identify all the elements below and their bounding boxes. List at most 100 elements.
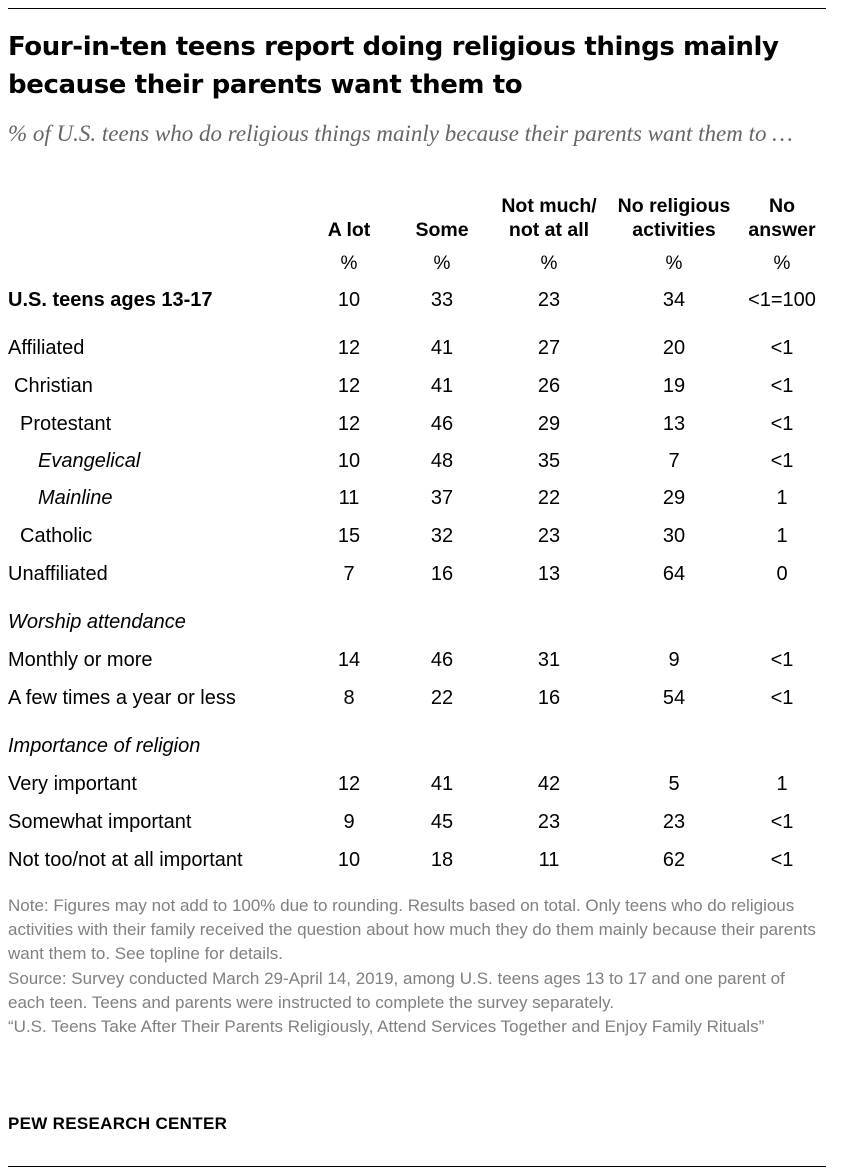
table-cell: 0 bbox=[776, 563, 788, 585]
row-label: Evangelical bbox=[38, 450, 141, 472]
table-cell: 42 bbox=[537, 773, 561, 795]
table-row: Very important 12 41 42 5 1 bbox=[0, 769, 842, 799]
table-row: Catholic 15 32 23 30 1 bbox=[0, 521, 842, 551]
table-cell: 19 bbox=[662, 375, 686, 397]
table-row: A few times a year or less 8 22 16 54 <1 bbox=[0, 683, 842, 713]
table-cell: 29 bbox=[537, 413, 561, 435]
table-cell: <1 bbox=[770, 450, 794, 472]
table-row: Evangelical 10 48 35 7 <1 bbox=[0, 446, 842, 476]
table-cell: 10 bbox=[337, 450, 361, 472]
table-cell: 41 bbox=[430, 337, 454, 359]
table-row: Unaffiliated 7 16 13 64 0 bbox=[0, 559, 842, 589]
table-cell: 20 bbox=[662, 337, 686, 359]
table-cell: 29 bbox=[662, 487, 686, 509]
col-header-line2: answer bbox=[748, 219, 816, 241]
table-cell: 5 bbox=[668, 773, 680, 795]
table-cell: 22 bbox=[430, 687, 454, 709]
table-row: Christian 12 41 26 19 <1 bbox=[0, 371, 842, 401]
table-row: Protestant 12 46 29 13 <1 bbox=[0, 409, 842, 439]
table-cell: 23 bbox=[537, 811, 561, 833]
table-cell: 41 bbox=[430, 773, 454, 795]
table-cell: 27 bbox=[537, 337, 561, 359]
row-label: Catholic bbox=[20, 525, 93, 547]
table-cell: 11 bbox=[538, 849, 560, 871]
table-cell: 1 bbox=[776, 773, 788, 795]
col-header-line1: No bbox=[769, 195, 795, 217]
table-cell: 15 bbox=[337, 525, 361, 547]
section-header-worship: Worship attendance bbox=[0, 607, 842, 637]
table-cell: 31 bbox=[537, 649, 561, 671]
table-cell: 34 bbox=[662, 289, 686, 311]
note-text: Note: Figures may not add to 100% due to… bbox=[8, 896, 816, 964]
footer-brand: PEW RESEARCH CENTER bbox=[8, 1114, 228, 1133]
row-label: Not too/not at all important bbox=[8, 849, 243, 871]
table-cell: 7 bbox=[668, 450, 680, 472]
table-cell: 11 bbox=[338, 487, 360, 509]
chart-title: Four-in-ten teens report doing religious… bbox=[8, 32, 779, 100]
table-cell: 1 bbox=[776, 525, 788, 547]
row-label: Protestant bbox=[20, 413, 112, 435]
table-cell: 1 bbox=[776, 487, 788, 509]
unit-label: % bbox=[340, 253, 358, 274]
table-cell: 13 bbox=[662, 413, 686, 435]
table-cell: 37 bbox=[430, 487, 454, 509]
section-label: Worship attendance bbox=[8, 611, 186, 633]
row-label: Very important bbox=[8, 773, 137, 795]
table-cell: 33 bbox=[430, 289, 454, 311]
table-cell: 32 bbox=[430, 525, 454, 547]
unit-label: % bbox=[665, 253, 683, 274]
table-cell: 9 bbox=[668, 649, 680, 671]
table-cell: 23 bbox=[537, 525, 561, 547]
table-row: Monthly or more 14 46 31 9 <1 bbox=[0, 645, 842, 675]
top-rule bbox=[8, 8, 826, 9]
table-cell: 12 bbox=[337, 337, 361, 359]
table-cell: <1 bbox=[770, 337, 794, 359]
table-row: Somewhat important 9 45 23 23 <1 bbox=[0, 807, 842, 837]
section-label: Importance of religion bbox=[8, 735, 201, 757]
row-label: Mainline bbox=[38, 487, 113, 509]
table-cell: 35 bbox=[537, 450, 561, 472]
table-cell: 12 bbox=[337, 773, 361, 795]
table-row: Affiliated 12 41 27 20 <1 bbox=[0, 333, 842, 363]
row-label: Affiliated bbox=[8, 337, 85, 359]
table-cell: <1 bbox=[770, 413, 794, 435]
row-label: A few times a year or less bbox=[8, 687, 236, 709]
table-cell: <1 bbox=[770, 649, 794, 671]
row-label: U.S. teens ages 13-17 bbox=[8, 289, 213, 311]
table-cell: 45 bbox=[430, 811, 454, 833]
table-cell: 46 bbox=[430, 649, 454, 671]
table-cell: 41 bbox=[430, 375, 454, 397]
col-header-line2: Some bbox=[415, 219, 469, 241]
table-cell: <1=100 bbox=[748, 289, 816, 311]
table-cell: 10 bbox=[337, 849, 361, 871]
table-cell: 23 bbox=[662, 811, 686, 833]
table-cell: <1 bbox=[770, 687, 794, 709]
col-header-line2: not at all bbox=[508, 219, 590, 241]
table-cell: 54 bbox=[662, 687, 686, 709]
bottom-rule bbox=[8, 1166, 826, 1167]
section-header-importance: Importance of religion bbox=[0, 731, 842, 761]
col-header-line2: activities bbox=[632, 219, 716, 241]
chart-subtitle: % of U.S. teens who do religious things … bbox=[8, 121, 793, 146]
row-label: Christian bbox=[14, 375, 93, 397]
col-header-a-lot: A lot bbox=[314, 218, 384, 242]
table-row-total: U.S. teens ages 13-17 10 33 23 34 <1=100 bbox=[0, 285, 842, 315]
col-header-no-religious-activities: No religious activities bbox=[610, 194, 738, 242]
source-text: Source: Survey conducted March 29-April … bbox=[8, 968, 785, 1012]
table-cell: <1 bbox=[770, 375, 794, 397]
table-cell: 16 bbox=[430, 563, 454, 585]
table-cell: 26 bbox=[537, 375, 561, 397]
unit-label: % bbox=[773, 253, 791, 274]
row-label: Somewhat important bbox=[8, 811, 192, 833]
table-cell: 23 bbox=[537, 289, 561, 311]
unit-label: % bbox=[433, 253, 451, 274]
table-cell: 7 bbox=[343, 563, 355, 585]
notes: Note: Figures may not add to 100% due to… bbox=[8, 894, 824, 1039]
table-cell: 46 bbox=[430, 413, 454, 435]
row-label: Monthly or more bbox=[8, 649, 153, 671]
table-cell: 16 bbox=[537, 687, 561, 709]
col-header-no-answer: No answer bbox=[738, 194, 826, 242]
table-cell: 62 bbox=[662, 849, 686, 871]
table-cell: 64 bbox=[662, 563, 686, 585]
row-label: Unaffiliated bbox=[8, 563, 108, 585]
